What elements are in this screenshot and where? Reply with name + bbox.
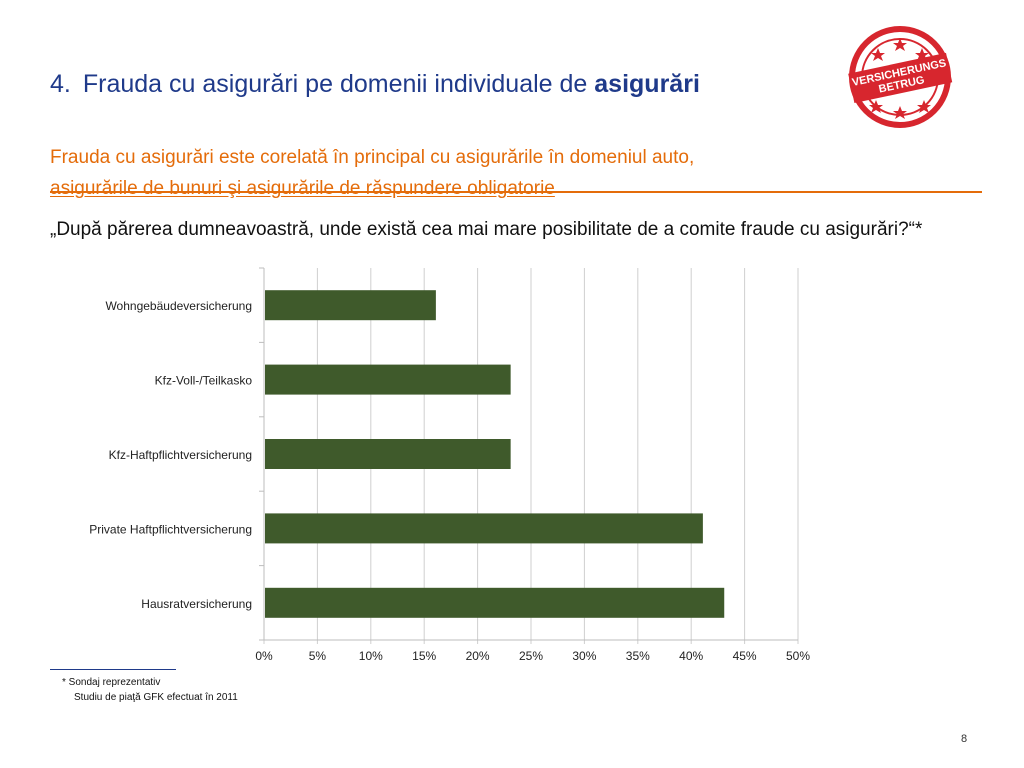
section-number: 4.	[50, 70, 71, 98]
subtitle-line1: Frauda cu asigurări este corelată în pri…	[50, 147, 695, 168]
category-label: Kfz-Voll-/Teilkasko	[155, 374, 253, 388]
survey-question: „După părerea dumneavoastră, unde există…	[50, 219, 923, 240]
x-tick-label: 30%	[572, 649, 596, 663]
subtitle: Frauda cu asigurări este corelată în pri…	[50, 142, 980, 204]
page-number: 8	[961, 733, 968, 745]
x-tick-label: 45%	[733, 649, 757, 663]
title-bold: asigurări	[594, 70, 700, 98]
subtitle-line2: asigurările de bunuri şi asigurările de …	[50, 178, 555, 199]
x-tick-label: 0%	[255, 649, 273, 663]
bar	[265, 439, 511, 469]
category-label: Hausratversicherung	[141, 597, 252, 611]
page-title: 4. Frauda cu asigurări pe domenii individ…	[50, 70, 700, 99]
subtitle-divider	[50, 191, 982, 193]
footnote-divider	[50, 669, 176, 670]
x-tick-label: 35%	[626, 649, 650, 663]
x-tick-label: 15%	[412, 649, 436, 663]
versicherungsbetrug-stamp-icon: VERSICHERUNGS BETRUG	[848, 26, 953, 128]
x-tick-label: 10%	[359, 649, 383, 663]
x-tick-label: 40%	[679, 649, 703, 663]
chart-bars	[265, 290, 725, 618]
footnote-line2: Studiu de piaţă GFK efectuat în 2011	[74, 692, 238, 703]
category-label: Wohngebäudeversicherung	[105, 299, 252, 313]
chart-labels: 0% 5% 10% 15% 20% 25% 30% 35% 40% 45% 50% Wohngebäu…	[89, 299, 810, 663]
x-tick-label: 20%	[466, 649, 490, 663]
bar	[265, 290, 436, 321]
bar	[265, 513, 703, 544]
category-label: Kfz-Haftpflichtversicherung	[109, 448, 252, 462]
bar	[265, 587, 725, 618]
x-tick-label: 25%	[519, 649, 543, 663]
x-tick-label: 5%	[309, 649, 327, 663]
footnote-line1: * Sondaj reprezentativ	[62, 677, 161, 688]
x-tick-label: 50%	[786, 649, 810, 663]
bar	[265, 364, 511, 395]
category-label: Private Haftpflichtversicherung	[89, 522, 252, 536]
title-regular: Frauda cu asigurări pe domenii individua…	[82, 70, 588, 98]
